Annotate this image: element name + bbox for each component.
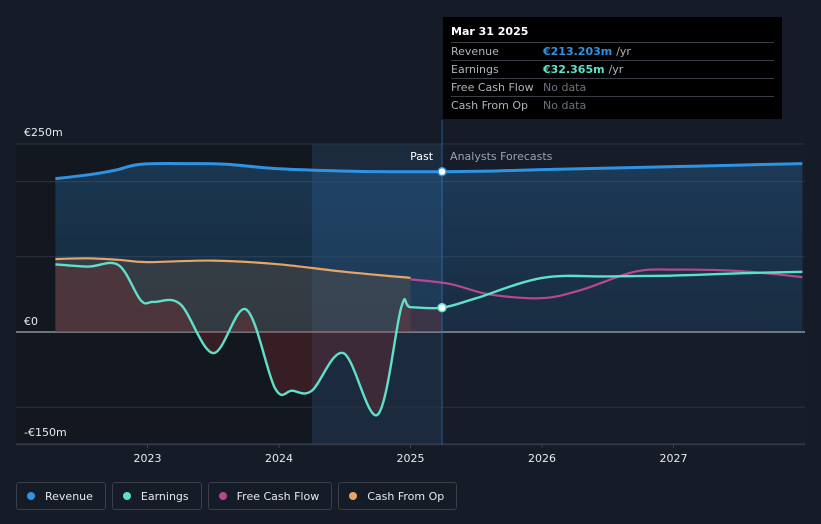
cash-from-op-line bbox=[55, 257, 411, 279]
free-cash-flow-line bbox=[410, 268, 803, 300]
series-lines bbox=[55, 162, 803, 417]
earnings-area bbox=[55, 262, 443, 416]
revenue-point-marker bbox=[437, 166, 447, 177]
x-tick-label: 2026 bbox=[528, 452, 556, 465]
tooltip-earnings-unit: /yr bbox=[608, 63, 624, 76]
legend-label-earnings: Earnings bbox=[140, 489, 189, 503]
axis-labels: €250m €0 -€150m 2023 2024 2025 2026 2027 Past Ana… bbox=[24, 126, 688, 465]
legend-label-revenue: Revenue bbox=[45, 489, 93, 503]
tooltip-fcf-name: Free Cash Flow bbox=[451, 81, 534, 94]
y-tick-label: €0 bbox=[24, 315, 38, 328]
legend-label-free-cash-flow: Free Cash Flow bbox=[236, 489, 320, 503]
legend-label-cash-from-op: Cash From Op bbox=[367, 489, 445, 503]
tooltip-earnings-value: €32.365m bbox=[543, 63, 605, 76]
legend-dot-earnings bbox=[122, 492, 131, 500]
legend-item-revenue[interactable]: Revenue bbox=[16, 482, 106, 510]
past-label: Past bbox=[410, 150, 434, 163]
y-tick-label: €250m bbox=[24, 126, 63, 139]
tooltip-revenue-unit: /yr bbox=[616, 45, 631, 58]
chart-canvas: €250m €0 -€150m 2023 2024 2025 2026 2027 Past Ana… bbox=[16, 120, 805, 465]
tooltip-revenue-value: €213.203m bbox=[543, 45, 613, 58]
chart-legend: Revenue Earnings Free Cash Flow Cash Fro… bbox=[16, 482, 458, 510]
forecast-label: Analysts Forecasts bbox=[450, 150, 553, 163]
legend-item-free-cash-flow[interactable]: Free Cash Flow bbox=[207, 482, 333, 510]
earnings-point-marker bbox=[437, 302, 447, 313]
legend-dot-free-cash-flow bbox=[218, 492, 227, 500]
tooltip-cfo-value: No data bbox=[543, 99, 587, 112]
tooltip-cfo-name: Cash From Op bbox=[451, 99, 529, 112]
earnings-line bbox=[55, 261, 803, 417]
tooltip-earnings-name: Earnings bbox=[451, 63, 499, 76]
tooltip-row-cfo: Cash From Op No data bbox=[451, 96, 774, 114]
x-tick-label: 2025 bbox=[397, 452, 425, 465]
tooltip-row-revenue: Revenue €213.203m /yr bbox=[451, 42, 774, 60]
legend-dot-revenue bbox=[27, 492, 35, 500]
legend-item-cash-from-op[interactable]: Cash From Op bbox=[338, 482, 458, 510]
hover-tooltip: Mar 31 2025 Revenue €213.203m /yr Earnin… bbox=[443, 17, 782, 119]
revenue-line bbox=[55, 162, 803, 181]
tooltip-row-fcf: Free Cash Flow No data bbox=[451, 78, 774, 96]
tooltip-fcf-value: No data bbox=[543, 81, 587, 94]
legend-item-earnings[interactable]: Earnings bbox=[111, 482, 202, 510]
point-markers bbox=[437, 166, 447, 313]
tooltip-row-earnings: Earnings €32.365m /yr bbox=[451, 60, 774, 78]
cash-from-op-area bbox=[55, 258, 411, 332]
x-tick-label: 2024 bbox=[265, 452, 293, 465]
legend-dot-cash-from-op bbox=[349, 492, 358, 500]
tooltip-revenue-name: Revenue bbox=[451, 45, 499, 58]
y-tick-label: -€150m bbox=[24, 426, 67, 439]
tooltip-date: Mar 31 2025 bbox=[451, 25, 529, 38]
revenue-area bbox=[55, 163, 803, 332]
series-areas bbox=[55, 163, 803, 416]
x-tick-label: 2023 bbox=[134, 452, 162, 465]
x-tick-label: 2027 bbox=[660, 452, 688, 465]
